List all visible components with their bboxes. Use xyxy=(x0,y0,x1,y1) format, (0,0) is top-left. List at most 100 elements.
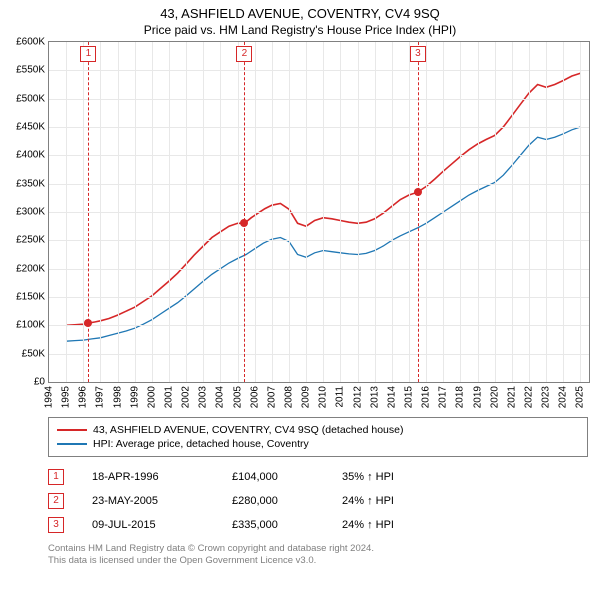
xtick-label: 2018 xyxy=(455,386,466,408)
ytick-label: £50K xyxy=(22,348,45,359)
xtick-label: 2016 xyxy=(421,386,432,408)
xtick-label: 1995 xyxy=(61,386,72,408)
ytick-label: £500K xyxy=(16,93,45,104)
sale-price: £280,000 xyxy=(232,495,342,507)
gridline-v xyxy=(443,42,444,382)
xtick-label: 2004 xyxy=(215,386,226,408)
gridline-v xyxy=(306,42,307,382)
xtick-label: 2021 xyxy=(506,386,517,408)
sales-table: 1 18-APR-1996£104,00035% ↑ HPI 2 23-MAY-200… xyxy=(48,465,588,537)
sale-point xyxy=(240,219,248,227)
xtick-label: 1999 xyxy=(129,386,140,408)
event-marker: 1 xyxy=(80,46,96,62)
event-marker: 2 xyxy=(236,46,252,62)
chart-subtitle: Price paid vs. HM Land Registry's House … xyxy=(0,21,600,41)
gridline-v xyxy=(546,42,547,382)
gridline-v xyxy=(529,42,530,382)
event-vline xyxy=(244,42,245,382)
gridline-v xyxy=(426,42,427,382)
event-marker: 3 xyxy=(410,46,426,62)
gridline-h xyxy=(49,240,589,241)
xtick-label: 2014 xyxy=(386,386,397,408)
sale-date: 09-JUL-2015 xyxy=(92,519,232,531)
xtick-label: 1996 xyxy=(78,386,89,408)
xtick-label: 2023 xyxy=(541,386,552,408)
sale-hpi-delta: 24% ↑ HPI xyxy=(342,495,588,507)
sale-point xyxy=(84,319,92,327)
chart-title: 43, ASHFIELD AVENUE, COVENTRY, CV4 9SQ xyxy=(0,0,600,21)
xtick-label: 2017 xyxy=(438,386,449,408)
gridline-v xyxy=(135,42,136,382)
sale-price: £335,000 xyxy=(232,519,342,531)
attribution-footer: Contains HM Land Registry data © Crown c… xyxy=(48,543,588,568)
sale-number-badge: 3 xyxy=(48,517,64,533)
gridline-v xyxy=(272,42,273,382)
gridline-v xyxy=(512,42,513,382)
xtick-label: 1997 xyxy=(95,386,106,408)
xtick-label: 1998 xyxy=(112,386,123,408)
ytick-label: £100K xyxy=(16,320,45,331)
gridline-v xyxy=(152,42,153,382)
ytick-label: £600K xyxy=(16,37,45,48)
xtick-label: 2020 xyxy=(489,386,500,408)
gridline-v xyxy=(255,42,256,382)
ytick-label: £150K xyxy=(16,292,45,303)
xtick-label: 2001 xyxy=(164,386,175,408)
gridline-h xyxy=(49,354,589,355)
gridline-v xyxy=(289,42,290,382)
event-vline xyxy=(88,42,89,382)
sale-hpi-delta: 24% ↑ HPI xyxy=(342,519,588,531)
gridline-v xyxy=(169,42,170,382)
gridline-h xyxy=(49,127,589,128)
gridline-v xyxy=(238,42,239,382)
gridline-v xyxy=(203,42,204,382)
gridline-h xyxy=(49,269,589,270)
gridline-v xyxy=(358,42,359,382)
sale-date: 23-MAY-2005 xyxy=(92,495,232,507)
gridline-h xyxy=(49,297,589,298)
xtick-label: 2003 xyxy=(198,386,209,408)
xtick-label: 2002 xyxy=(181,386,192,408)
legend-label: 43, ASHFIELD AVENUE, COVENTRY, CV4 9SQ (… xyxy=(93,424,403,436)
sale-number-badge: 1 xyxy=(48,469,64,485)
gridline-v xyxy=(460,42,461,382)
sale-row: 2 23-MAY-2005£280,00024% ↑ HPI xyxy=(48,489,588,513)
gridline-v xyxy=(220,42,221,382)
legend-swatch xyxy=(57,429,87,431)
gridline-h xyxy=(49,325,589,326)
ytick-label: £400K xyxy=(16,150,45,161)
gridline-v xyxy=(100,42,101,382)
sale-date: 18-APR-1996 xyxy=(92,471,232,483)
xtick-label: 2013 xyxy=(369,386,380,408)
event-vline xyxy=(418,42,419,382)
gridline-h xyxy=(49,184,589,185)
xtick-label: 2009 xyxy=(301,386,312,408)
sale-number-badge: 2 xyxy=(48,493,64,509)
legend-swatch xyxy=(57,443,87,445)
gridline-v xyxy=(392,42,393,382)
xtick-label: 2011 xyxy=(335,386,346,408)
gridline-v xyxy=(66,42,67,382)
ytick-label: £300K xyxy=(16,207,45,218)
gridline-v xyxy=(186,42,187,382)
sale-price: £104,000 xyxy=(232,471,342,483)
legend: 43, ASHFIELD AVENUE, COVENTRY, CV4 9SQ (… xyxy=(48,417,588,457)
gridline-v xyxy=(375,42,376,382)
xtick-label: 2015 xyxy=(404,386,415,408)
footer-line: This data is licensed under the Open Gov… xyxy=(48,555,588,567)
xtick-label: 2012 xyxy=(352,386,363,408)
xtick-label: 2006 xyxy=(249,386,260,408)
ytick-label: £550K xyxy=(16,65,45,76)
sale-row: 1 18-APR-1996£104,00035% ↑ HPI xyxy=(48,465,588,489)
xtick-label: 2019 xyxy=(472,386,483,408)
sale-hpi-delta: 35% ↑ HPI xyxy=(342,471,588,483)
ytick-label: £200K xyxy=(16,263,45,274)
xtick-label: 1994 xyxy=(44,386,55,408)
gridline-v xyxy=(409,42,410,382)
xtick-label: 2025 xyxy=(575,386,586,408)
xtick-label: 2008 xyxy=(284,386,295,408)
gridline-v xyxy=(340,42,341,382)
gridline-v xyxy=(580,42,581,382)
footer-line: Contains HM Land Registry data © Crown c… xyxy=(48,543,588,555)
plot-area: £0£50K£100K£150K£200K£250K£300K£350K£400… xyxy=(48,41,590,383)
